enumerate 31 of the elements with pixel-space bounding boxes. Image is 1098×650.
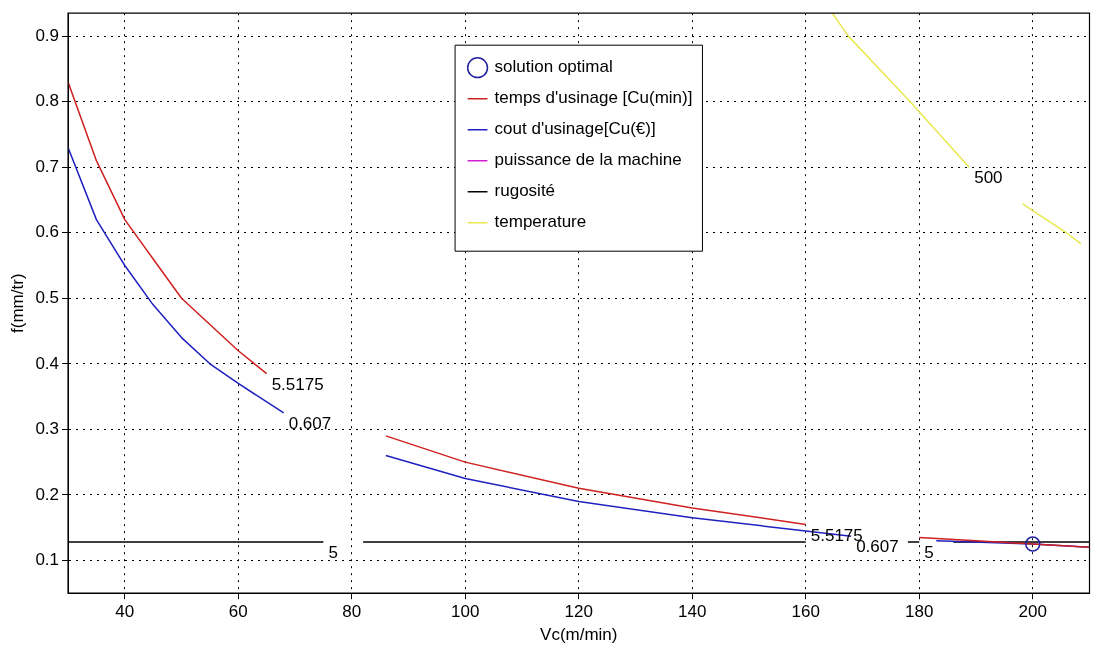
annotation: 5 [328, 543, 338, 563]
annotation: 500 [974, 168, 1003, 188]
y-tick-label: 0.2 [35, 484, 60, 504]
annotation: 5.5175 [271, 374, 324, 394]
y-tick-label: 0.1 [35, 550, 60, 570]
annotation: 0.607 [288, 414, 332, 434]
x-tick-label: 100 [451, 602, 480, 622]
x-tick-label: 180 [905, 602, 934, 622]
x-tick-label: 120 [564, 602, 593, 622]
legend-label: cout d'usinage[Cu(€)] [494, 119, 656, 139]
legend-label: temperature [494, 212, 587, 232]
y-tick-label: 0.8 [35, 91, 60, 111]
y-tick-label: 0.4 [35, 353, 60, 373]
x-tick-label: 140 [678, 602, 707, 622]
y-tick-label: 0.7 [35, 156, 60, 176]
legend-label: rugosité [494, 181, 556, 201]
legend-label: puissance de la machine [494, 150, 682, 170]
x-tick-label: 200 [1018, 602, 1047, 622]
x-tick-label: 80 [342, 602, 362, 622]
y-tick-label: 0.9 [35, 25, 60, 45]
annotation: 5 [924, 543, 934, 563]
y-tick-label: 0.6 [35, 222, 60, 242]
x-tick-label: 60 [228, 602, 248, 622]
x-axis-title: Vc(m/min) [540, 625, 618, 645]
y-tick-label: 0.3 [35, 419, 60, 439]
y-axis-title: f(mm/tr) [7, 273, 27, 333]
legend-label: solution optimal [494, 57, 613, 77]
legend-label: temps d'usinage [Cu(min)] [494, 88, 693, 108]
x-tick-label: 160 [791, 602, 820, 622]
x-tick-label: 40 [115, 602, 135, 622]
y-tick-label: 0.5 [35, 287, 60, 307]
